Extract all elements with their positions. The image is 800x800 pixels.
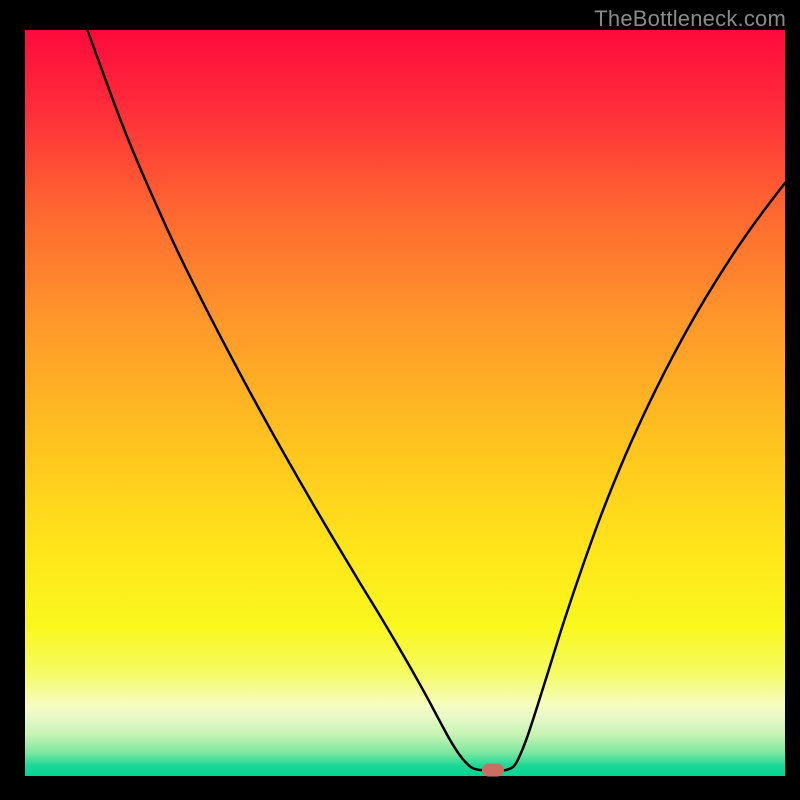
bottleneck-curve [25, 30, 785, 776]
plot-area [25, 30, 785, 776]
watermark: TheBottleneck.com [594, 6, 786, 32]
optimum-marker [482, 764, 504, 777]
